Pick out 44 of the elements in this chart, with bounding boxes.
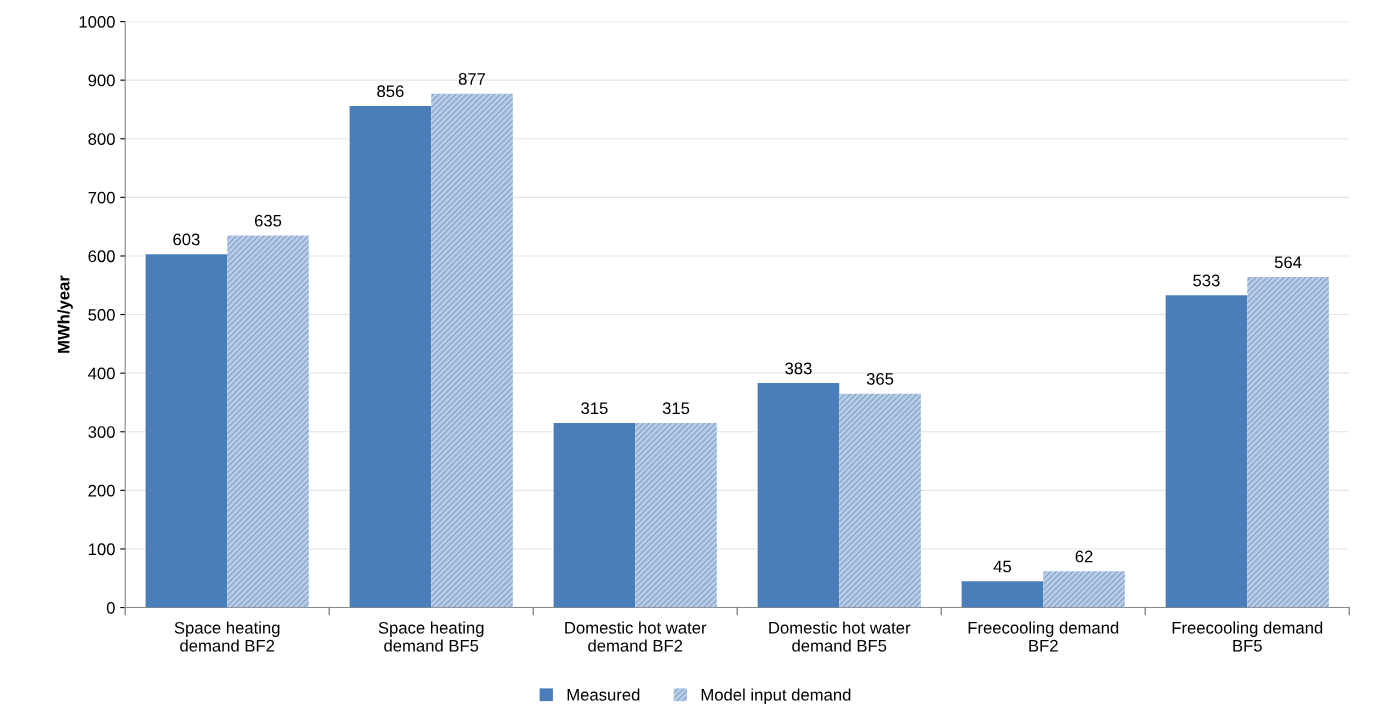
data-label: 45	[993, 560, 1012, 573]
bar	[757, 383, 840, 608]
data-label: 856	[377, 85, 404, 98]
data-label: 315	[662, 402, 690, 415]
bar	[431, 93, 513, 608]
data-label: 62	[1075, 550, 1093, 563]
y-tick-label: 600	[88, 250, 115, 263]
bar	[961, 581, 1044, 608]
x-tick-label: Freecooling demand BF2	[968, 621, 1119, 652]
bar	[553, 422, 636, 608]
y-tick-label: 1000	[79, 15, 115, 28]
bar	[349, 105, 432, 608]
bar	[1043, 571, 1125, 608]
data-label: 877	[458, 72, 486, 85]
x-tick-label: Space heating demand BF2	[174, 621, 280, 652]
y-tick-label: 100	[88, 543, 115, 556]
x-tick-label: Space heating demand BF5	[378, 621, 484, 652]
y-tick-label: 500	[88, 308, 115, 321]
data-label: 365	[866, 373, 894, 385]
x-tick-label: Domestic hot water demand BF2	[565, 621, 707, 652]
x-tick-label: Freecooling demand BF5	[1172, 621, 1323, 652]
y-tick-label: 900	[88, 74, 115, 87]
y-axis-title: MWh/year	[57, 275, 73, 353]
data-label: 635	[254, 214, 282, 227]
data-label: 603	[173, 233, 200, 246]
bar	[227, 235, 309, 608]
bar	[635, 422, 717, 608]
y-tick-label: 800	[88, 133, 115, 145]
data-label: 533	[1193, 274, 1220, 287]
legend-label: Model input demand	[701, 688, 851, 704]
y-tick-label: 0	[106, 601, 115, 614]
bar	[1165, 295, 1248, 608]
x-tick-label: Domestic hot water demand BF5	[769, 621, 911, 652]
data-label: 383	[785, 362, 812, 375]
bar	[839, 393, 921, 608]
y-tick-label: 400	[88, 367, 115, 380]
bar	[145, 254, 228, 608]
data-label: 564	[1274, 256, 1302, 269]
y-tick-label: 200	[88, 484, 115, 497]
bar	[1247, 277, 1329, 608]
legend-label: Measured	[567, 688, 640, 701]
y-tick-label: 700	[88, 191, 115, 204]
y-tick-label: 300	[88, 426, 115, 438]
data-label: 315	[581, 402, 608, 415]
